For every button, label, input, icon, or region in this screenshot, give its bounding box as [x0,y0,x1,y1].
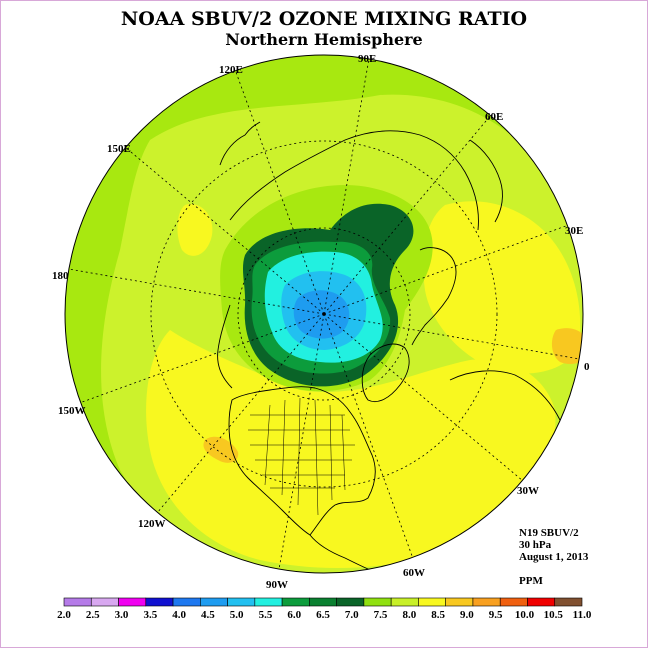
colorbar-swatch [363,597,392,607]
colorbar-swatch [254,597,283,607]
coast-asia [229,130,479,231]
meridian-line [278,313,325,570]
colorbar-tick-label: 7.5 [374,609,388,621]
instrument-label: N19 SBUV/2 [519,527,579,539]
colorbar-swatch [118,597,147,607]
lon-label-60e: 60E [485,111,503,123]
colorbar-swatch [63,597,92,607]
colorbar-tick-label: 3.5 [143,609,157,621]
colorbar-tick-label: 9.5 [489,609,503,621]
coast-japan [219,121,261,166]
colorbar-tick-label: 2.0 [57,609,71,621]
colorbar-tick-label: 4.5 [201,609,215,621]
field-yellow-south [146,330,556,568]
colorbar-swatch [200,597,228,607]
lon-label-30w: 30W [517,485,539,497]
colorbar-swatch [172,597,201,607]
lon-label-150e: 150E [107,143,131,155]
colorbar: 2.0 2.5 3.0 3.5 4.0 4.5 5.0 5.5 6.0 6.5 7.0 7.5 8.0 8… [57,597,592,621]
colorbar-swatch [472,597,501,607]
coast-alaska [217,304,233,389]
colorbar-swatch [281,597,310,607]
state-grid [248,397,355,516]
meridian-line [157,313,325,513]
colorbar-swatch [499,597,528,607]
field-orange-east [551,328,583,364]
colorbar-swatch [145,597,174,607]
meridian-line [68,268,325,315]
lon-label-150w: 150W [58,405,86,417]
units-label: PPM [519,575,543,587]
meridian-line [323,313,523,481]
colorbar-tick-label: 10.0 [515,609,535,621]
info-block: N19 SBUV/2 30 hPa August 1, 2013 [519,527,588,563]
meridian-line [323,115,491,315]
lon-label-180: 180 [52,270,69,282]
colorbar-tick-label: 8.5 [431,609,445,621]
coast-north-america [228,386,376,536]
colorbar-tick-label: 9.0 [460,609,474,621]
graticule [68,58,580,570]
field-blue [293,290,350,339]
meridian-line [323,58,370,315]
colorbar-tick-label: 5.0 [230,609,244,621]
latitude-circle-60 [237,227,411,401]
colorbar-tick-label: 3.0 [115,609,129,621]
colorbar-tick-label: 6.5 [316,609,330,621]
colorbar-tick-label: 7.0 [345,609,359,621]
pressure-level: 30 hPa [519,539,552,551]
coast-greenland [361,343,410,403]
colorbar-tick-label: 2.5 [86,609,100,621]
colorbar-tick-label: 4.0 [172,609,186,621]
colorbar-swatch [418,597,446,607]
colorbar-swatch [336,597,365,607]
lon-label-120w: 120W [138,518,166,530]
colorbar-swatch [554,597,583,607]
field-orange-west [203,436,239,463]
lon-label-90w: 90W [266,579,288,591]
colorbar-tick-label: 6.0 [287,609,301,621]
meridians [68,58,580,570]
date-label: August 1, 2013 [519,551,589,563]
meridian-line [323,313,413,558]
lon-label-90e: 90E [358,53,376,65]
colorbar-tick-label: 10.5 [544,609,564,621]
map-subtitle: Northern Hemisphere [225,30,423,49]
lon-label-60w: 60W [403,567,425,579]
colorbar-swatch [390,597,419,607]
colorbar-swatch [445,597,474,607]
field-yellow-west [177,204,213,256]
colorbar-swatch [309,597,337,607]
lon-label-120e: 120E [219,64,243,76]
meridian-line [80,313,325,403]
meridian-line [323,225,568,315]
map-title: NOAA SBUV/2 OZONE MIXING RATIO [120,8,528,30]
meridian-line [125,147,325,315]
coast-india [469,139,503,223]
colorbar-swatch [90,597,119,607]
latitude-circle-30 [150,140,498,488]
lon-label-30e: 30E [565,225,583,237]
colorbar-swatch [227,597,256,607]
colorbar-tick-label: 5.5 [259,609,273,621]
field-yellow-east [423,201,581,374]
coast-europe [411,247,457,346]
colorbar-tick-label: 11.0 [573,609,592,621]
coast-central-america [309,534,376,573]
map-boundary [64,54,584,574]
ozone-field [65,55,583,573]
meridian-line [235,70,325,315]
meridian-line [323,313,580,360]
us-state-lines [248,397,355,516]
lon-label-0: 0 [584,361,590,373]
colorbar-swatch [527,597,556,607]
colorbar-tick-label: 8.0 [402,609,416,621]
